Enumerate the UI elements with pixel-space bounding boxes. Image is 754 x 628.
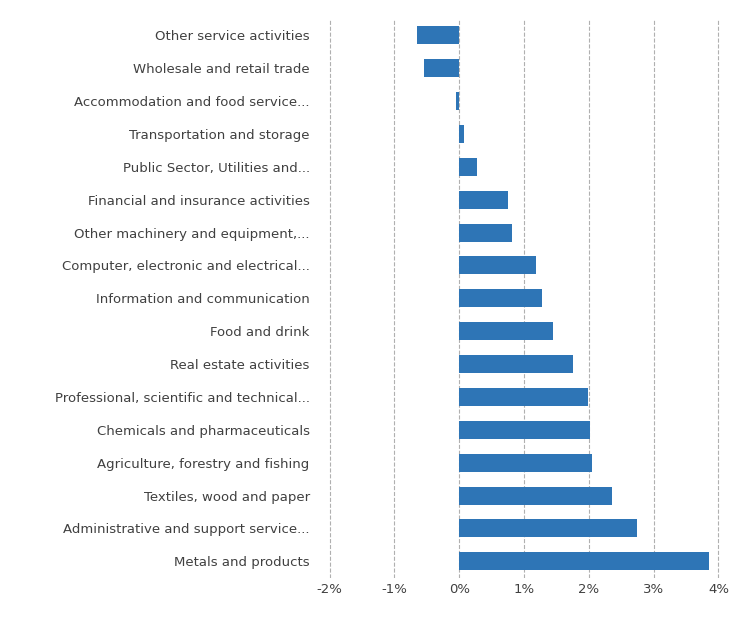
- Bar: [459, 322, 553, 340]
- Bar: [459, 191, 508, 208]
- Bar: [459, 388, 587, 406]
- Bar: [459, 158, 477, 176]
- Bar: [459, 125, 464, 143]
- Bar: [417, 26, 459, 45]
- Bar: [459, 487, 611, 505]
- Bar: [456, 92, 459, 110]
- Bar: [459, 453, 592, 472]
- Bar: [459, 421, 590, 439]
- Bar: [459, 519, 637, 538]
- Bar: [459, 290, 542, 307]
- Bar: [459, 355, 572, 373]
- Bar: [459, 552, 709, 570]
- Bar: [424, 59, 459, 77]
- Bar: [459, 224, 513, 242]
- Bar: [459, 256, 535, 274]
